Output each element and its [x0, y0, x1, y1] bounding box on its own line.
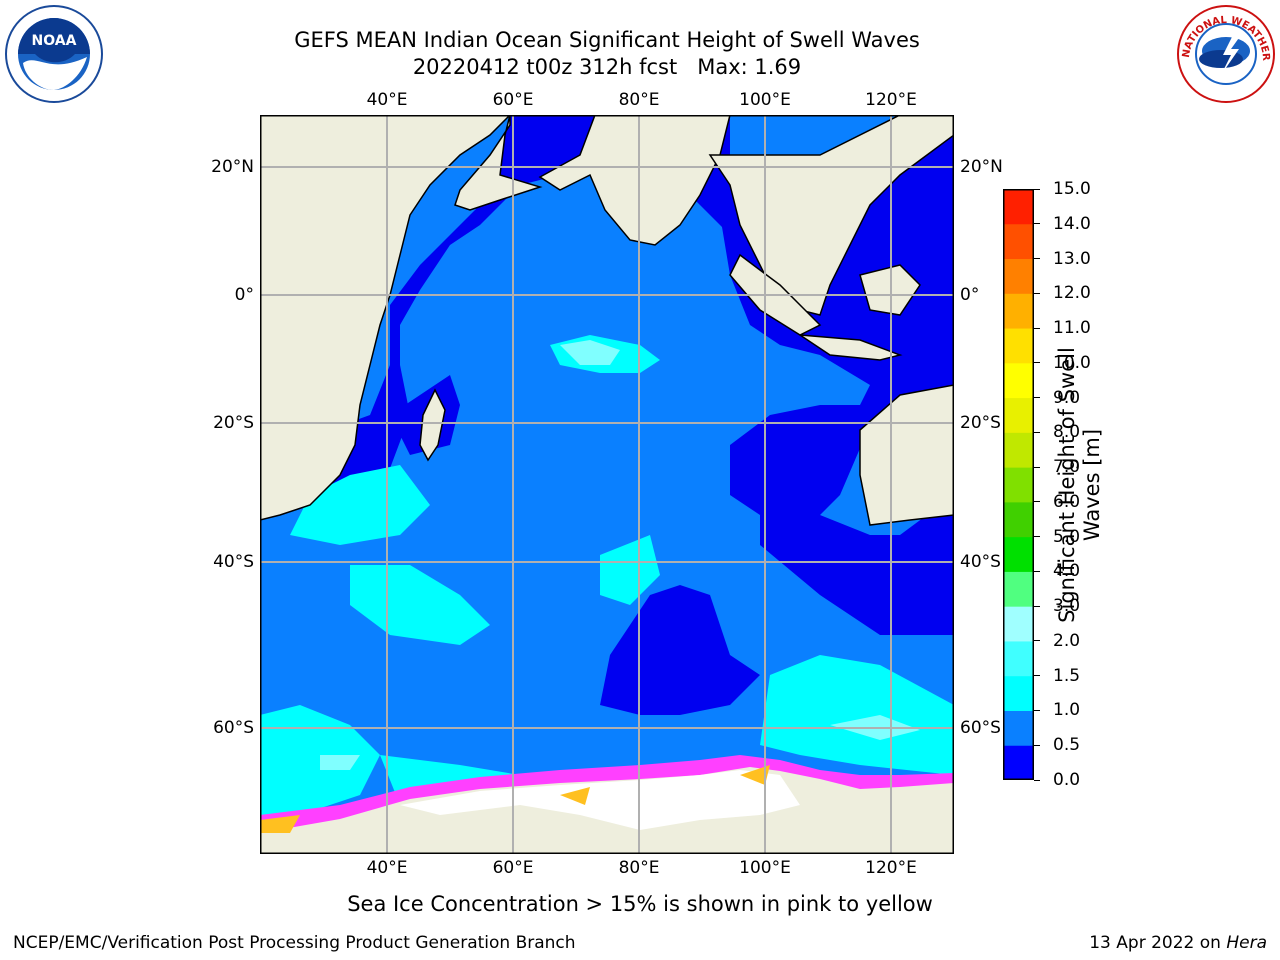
lon-tick-bottom-80e: 80°E [618, 858, 660, 878]
lat-tick-left-40s: 40°S [213, 552, 254, 572]
lat-tick-right-60s: 60°S [960, 718, 1001, 738]
lon-tick-bottom-100e: 100°E [739, 858, 791, 878]
colorbar-tick-label: 1.0 [1053, 700, 1081, 721]
lon-tick-top-120e: 120°E [865, 90, 917, 110]
map-title: GEFS MEAN Indian Ocean Significant Heigh… [294, 28, 920, 52]
lon-tick-top-100e: 100°E [739, 90, 791, 110]
map-subtitle-run: 20220412 t00z 312h fcst Max: 1.69 [412, 55, 802, 79]
colorbar-tick-mark [1034, 292, 1040, 294]
sea-ice-note: Sea Ice Concentration > 15% is shown in … [347, 892, 933, 916]
map-panel [259, 114, 955, 855]
colorbar-frame [1003, 189, 1034, 780]
colorbar-segment [1003, 745, 1034, 781]
sea-ice [260, 755, 954, 833]
colorbar-tick-mark [1034, 258, 1040, 260]
lat-tick-right-20n: 20°N [960, 157, 1003, 177]
lon-tick-bottom-120e: 120°E [865, 858, 917, 878]
colorbar-tick-mark [1034, 327, 1040, 329]
colorbar-tick-label: 0.0 [1053, 770, 1081, 790]
footer-date: 13 Apr 2022 on Hera [1089, 933, 1267, 953]
colorbar-tick-label: 3.0 [1053, 596, 1081, 617]
colorbar-tick-mark [1034, 223, 1040, 225]
noaa-logo: NOAA [5, 5, 103, 103]
colorbar-tick-mark [1034, 779, 1040, 781]
lon-tick-bottom-60e: 60°E [492, 858, 534, 878]
colorbar-tick-mark [1034, 675, 1040, 677]
colorbar-tick-mark [1034, 466, 1040, 468]
colorbar-tick-label: 12.0 [1053, 283, 1091, 304]
noaa-logo-text: NOAA [32, 33, 77, 49]
lat-tick-left-60s: 60°S [213, 718, 254, 738]
colorbar-graphic [1003, 189, 1034, 781]
colorbar-tick-label: 11.0 [1053, 318, 1091, 339]
colorbar-segment [1003, 501, 1034, 538]
colorbar-tick-label: 7.0 [1053, 457, 1081, 478]
colorbar-segment [1003, 536, 1034, 572]
colorbar [1003, 189, 1034, 781]
colorbar-tick-mark [1034, 362, 1040, 364]
colorbar-tick-mark [1034, 640, 1040, 642]
lon-tick-top-40e: 40°E [366, 90, 408, 110]
swell-height-map [259, 114, 955, 855]
lat-tick-right-40s: 40°S [960, 552, 1001, 572]
colorbar-tick-label: 9.0 [1053, 387, 1081, 408]
colorbar-tick-label: 14.0 [1053, 213, 1091, 234]
colorbar-segment [1003, 293, 1034, 329]
colorbar-segment [1003, 223, 1034, 260]
colorbar-tick-label: 1.5 [1053, 665, 1081, 686]
colorbar-tick-label: 6.0 [1053, 491, 1081, 512]
map-frame [260, 115, 954, 854]
colorbar-tick-mark [1034, 501, 1040, 503]
colorbar-segment [1003, 189, 1034, 225]
colorbar-segment [1003, 606, 1034, 642]
colorbar-tick-label: 0.5 [1053, 735, 1081, 756]
colorbar-tick-label: 4.0 [1053, 561, 1081, 582]
colorbar-tick-label: 2.0 [1053, 630, 1081, 651]
colorbar-tick-mark [1034, 709, 1040, 711]
colorbar-tick-mark [1034, 605, 1040, 607]
lat-tick-right-20s: 20°S [960, 413, 1001, 433]
nws-logo-graphic: NATIONAL WEATHER SERVICE [1173, 0, 1275, 103]
noaa-logo-graphic: NOAA [5, 5, 103, 103]
footer-credit: NCEP/EMC/Verification Post Processing Pr… [13, 933, 576, 953]
colorbar-label: Significant Height of Swell Waves [m] [1055, 347, 1104, 623]
colorbar-tick-mark [1034, 431, 1040, 433]
colorbar-segment [1003, 258, 1034, 294]
lon-tick-top-80e: 80°E [618, 90, 660, 110]
footer-date-text: 13 Apr 2022 on [1089, 933, 1227, 953]
colorbar-segment [1003, 640, 1034, 677]
colorbar-segment [1003, 467, 1034, 503]
graticule [260, 115, 954, 854]
colorbar-tick-mark [1034, 536, 1040, 538]
colorbar-segment [1003, 328, 1034, 364]
colorbar-tick-mark [1034, 188, 1040, 190]
colorbar-tick-mark [1034, 570, 1040, 572]
colorbar-tick-label: 8.0 [1053, 422, 1081, 443]
colorbar-segment [1003, 675, 1034, 711]
lon-tick-top-60e: 60°E [492, 90, 534, 110]
colorbar-segment [1003, 432, 1034, 468]
lon-tick-bottom-40e: 40°E [366, 858, 408, 878]
lat-tick-left-20n: 20°N [211, 157, 254, 177]
footer-host: Hera [1226, 933, 1267, 953]
lat-tick-left-0: 0° [234, 285, 254, 305]
colorbar-segment [1003, 710, 1034, 746]
colorbar-tick-label: 13.0 [1053, 248, 1091, 269]
colorbar-tick-mark [1034, 744, 1040, 746]
nws-logo: NATIONAL WEATHER SERVICE [1173, 0, 1275, 103]
colorbar-segment [1003, 397, 1034, 433]
colorbar-segment [1003, 571, 1034, 607]
colorbar-tick-label: 15.0 [1053, 179, 1091, 199]
colorbar-tick-label: 5.0 [1053, 526, 1081, 547]
colorbar-tick-mark [1034, 397, 1040, 399]
colorbar-tick-label: 10.0 [1053, 352, 1091, 373]
lat-tick-right-0: 0° [960, 285, 980, 305]
colorbar-segment [1003, 362, 1034, 399]
lat-tick-left-20s: 20°S [213, 413, 254, 433]
